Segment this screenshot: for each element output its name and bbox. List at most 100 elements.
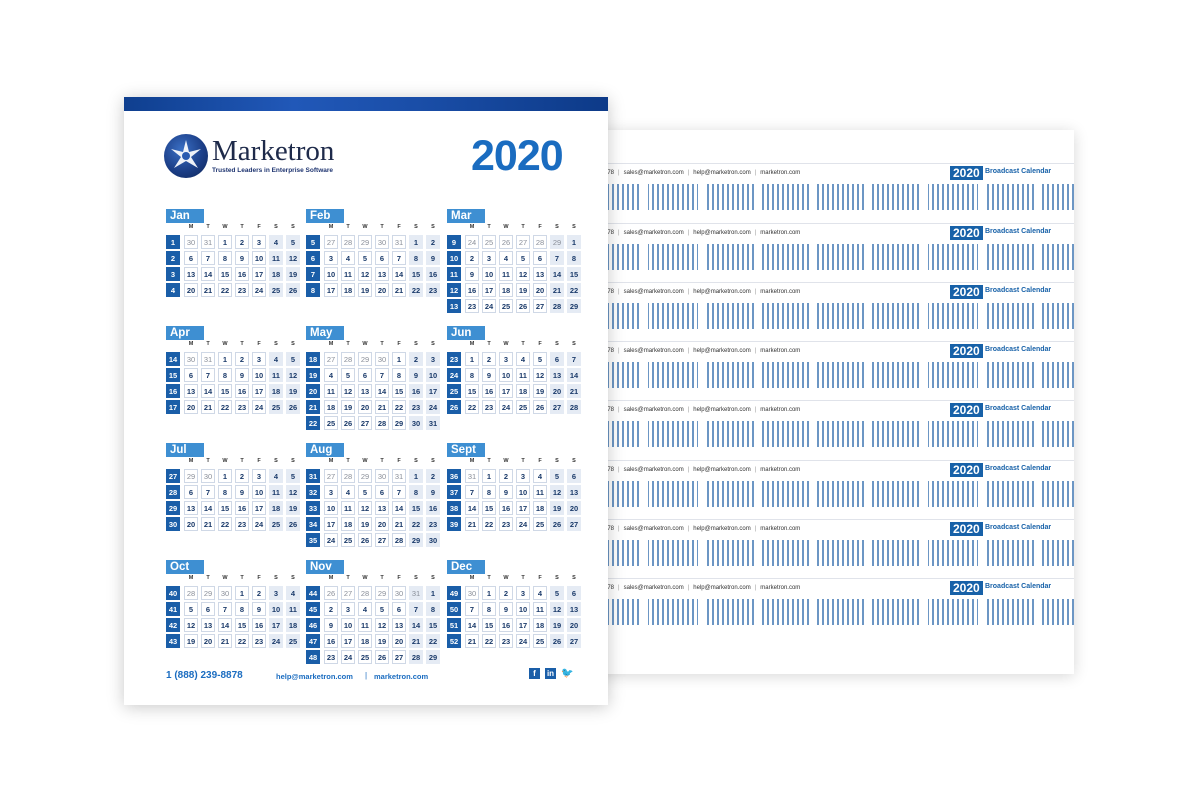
day-cell: 27 bbox=[392, 650, 406, 664]
day-cell: 20 bbox=[550, 384, 564, 398]
footer-phone[interactable]: 1 (888) 239-8878 bbox=[166, 670, 243, 681]
week-number: 44 bbox=[306, 586, 320, 600]
day-cell: 4 bbox=[516, 352, 530, 366]
day-cell: 19 bbox=[375, 634, 389, 648]
day-cell: 6 bbox=[375, 485, 389, 499]
day-cell: 23 bbox=[499, 634, 513, 648]
day-cell: 27 bbox=[375, 533, 389, 547]
day-cell: 17 bbox=[482, 283, 496, 297]
day-cell: 20 bbox=[375, 517, 389, 531]
weekday-label: M bbox=[469, 224, 475, 230]
day-cell: 3 bbox=[482, 251, 496, 265]
linkedin-icon[interactable]: in bbox=[545, 668, 556, 679]
week-number: 27 bbox=[166, 469, 180, 483]
day-cell: 19 bbox=[286, 384, 300, 398]
day-cell: 4 bbox=[358, 602, 372, 616]
day-cell: 30 bbox=[426, 533, 440, 547]
week-number: 46 bbox=[306, 618, 320, 632]
day-cell: 7 bbox=[409, 602, 423, 616]
day-cell: 31 bbox=[409, 586, 423, 600]
strip-contact: 39-8878|sales@marketron.com|help@marketr… bbox=[592, 289, 801, 295]
weekday-label: T bbox=[521, 224, 525, 230]
day-cell: 18 bbox=[269, 501, 283, 515]
week-number: 11 bbox=[447, 267, 461, 281]
day-cell: 5 bbox=[286, 352, 300, 366]
day-cell: 4 bbox=[269, 469, 283, 483]
day-cell: 16 bbox=[426, 267, 440, 281]
day-cell: 9 bbox=[235, 368, 249, 382]
day-cell: 8 bbox=[235, 602, 249, 616]
day-cell: 8 bbox=[482, 602, 496, 616]
day-cell: 17 bbox=[324, 283, 338, 297]
day-cell: 21 bbox=[201, 400, 215, 414]
day-cell: 11 bbox=[269, 368, 283, 382]
day-cell: 2 bbox=[409, 352, 423, 366]
day-cell: 18 bbox=[341, 283, 355, 297]
facebook-icon[interactable]: f bbox=[529, 668, 540, 679]
weekday-label: M bbox=[188, 458, 194, 464]
week-number: 12 bbox=[447, 283, 461, 297]
day-cell: 25 bbox=[516, 400, 530, 414]
day-cell: 30 bbox=[409, 416, 423, 430]
day-cell: 14 bbox=[409, 618, 423, 632]
day-cell: 8 bbox=[218, 485, 232, 499]
strip-title: Broadcast Calendar bbox=[985, 346, 1052, 353]
day-cell: 26 bbox=[533, 400, 547, 414]
day-cell: 16 bbox=[409, 384, 423, 398]
day-cell: 21 bbox=[218, 634, 232, 648]
day-cell: 3 bbox=[324, 485, 338, 499]
day-cell: 13 bbox=[375, 267, 389, 281]
week-number: 5 bbox=[306, 235, 320, 249]
weekday-label: T bbox=[380, 575, 384, 581]
day-cell: 18 bbox=[341, 517, 355, 531]
weekday-label: S bbox=[572, 224, 576, 230]
day-cell: 11 bbox=[269, 485, 283, 499]
day-cell: 13 bbox=[201, 618, 215, 632]
week-number: 48 bbox=[306, 650, 320, 664]
twitter-icon[interactable]: 🐦 bbox=[561, 668, 574, 679]
strip-contact: 39-8878|sales@marketron.com|help@marketr… bbox=[592, 526, 801, 532]
day-cell: 6 bbox=[375, 251, 389, 265]
day-cell: 13 bbox=[184, 501, 198, 515]
strip-month-gaps bbox=[592, 360, 1074, 390]
footer-website[interactable]: marketron.com bbox=[374, 672, 429, 681]
day-cell: 11 bbox=[269, 251, 283, 265]
day-cell: 23 bbox=[499, 517, 513, 531]
weekday-label: T bbox=[487, 341, 491, 347]
day-cell: 1 bbox=[218, 469, 232, 483]
weekday-label: M bbox=[328, 575, 334, 581]
day-cell: 29 bbox=[358, 469, 372, 483]
marketron-logo-icon bbox=[164, 134, 208, 178]
day-cell: 11 bbox=[358, 618, 372, 632]
day-cell: 21 bbox=[465, 517, 479, 531]
day-cell: 15 bbox=[482, 618, 496, 632]
day-cell: 11 bbox=[286, 602, 300, 616]
month-name: Sept bbox=[447, 443, 485, 457]
day-cell: 7 bbox=[201, 368, 215, 382]
day-cell: 28 bbox=[550, 299, 564, 313]
day-cell: 1 bbox=[482, 586, 496, 600]
day-cell: 30 bbox=[184, 352, 198, 366]
weekday-label: W bbox=[222, 575, 228, 581]
weekday-label: T bbox=[487, 224, 491, 230]
day-cell: 10 bbox=[426, 368, 440, 382]
weekday-label: M bbox=[469, 341, 475, 347]
weekday-label: M bbox=[188, 341, 194, 347]
day-cell: 4 bbox=[341, 485, 355, 499]
day-cell: 30 bbox=[184, 235, 198, 249]
day-cell: 12 bbox=[341, 384, 355, 398]
day-cell: 12 bbox=[286, 485, 300, 499]
day-cell: 20 bbox=[533, 283, 547, 297]
day-cell: 8 bbox=[218, 368, 232, 382]
day-cell: 23 bbox=[465, 299, 479, 313]
day-cell: 20 bbox=[184, 283, 198, 297]
week-number: 31 bbox=[306, 469, 320, 483]
day-cell: 27 bbox=[358, 416, 372, 430]
weekday-label: S bbox=[414, 224, 418, 230]
day-cell: 10 bbox=[499, 368, 513, 382]
weekday-label: S bbox=[431, 341, 435, 347]
week-number: 42 bbox=[166, 618, 180, 632]
footer-email[interactable]: help@marketron.com bbox=[276, 672, 353, 681]
day-cell: 21 bbox=[550, 283, 564, 297]
